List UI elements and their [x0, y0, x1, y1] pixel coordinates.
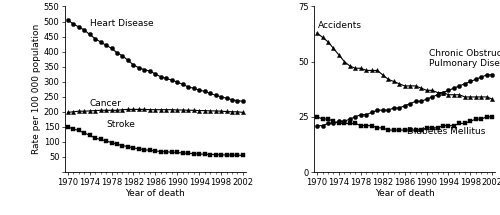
X-axis label: Year of death: Year of death: [375, 189, 434, 198]
Text: Stroke: Stroke: [106, 120, 135, 129]
Text: Heart Disease: Heart Disease: [90, 19, 154, 28]
Text: Cancer: Cancer: [90, 99, 122, 108]
Text: Accidents: Accidents: [318, 21, 362, 30]
Text: Diabetes Mellitus: Diabetes Mellitus: [408, 127, 486, 136]
Y-axis label: Rate per 100 000 population: Rate per 100 000 population: [32, 24, 41, 154]
Text: Chronic Obstructive
Pulmonary Disease: Chronic Obstructive Pulmonary Disease: [430, 49, 500, 68]
X-axis label: Year of death: Year of death: [126, 189, 185, 198]
